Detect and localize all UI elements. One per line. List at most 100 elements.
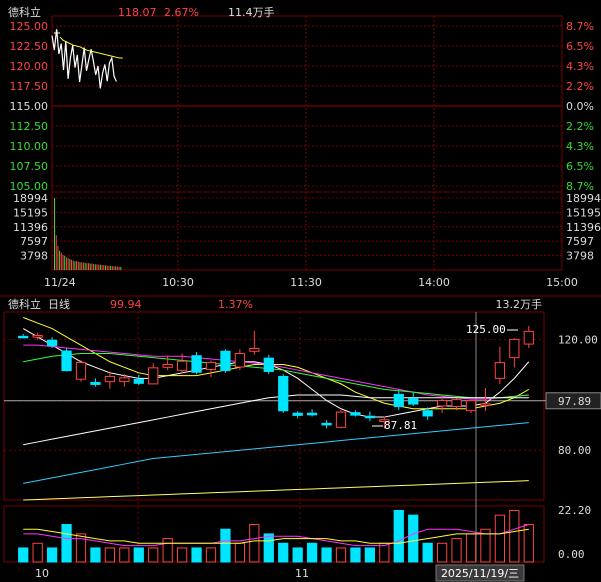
candle-body[interactable]	[480, 403, 491, 406]
daily-month-label: 11	[295, 567, 309, 580]
daily-stock-name: 德科立	[8, 297, 41, 311]
candle-body[interactable]	[32, 335, 43, 338]
daily-volume-bar	[162, 538, 173, 563]
intraday-volume-bar	[59, 250, 61, 270]
candle-body[interactable]	[90, 382, 101, 385]
candle-body[interactable]	[292, 412, 303, 416]
intraday-volume-bar	[81, 262, 83, 270]
intraday-pct-tick: 6.5%	[566, 160, 594, 173]
intraday-pct-tick: 0.0%	[566, 100, 594, 113]
daily-ma30-line	[23, 352, 529, 399]
daily-date-box	[435, 564, 525, 582]
intraday-volume-bar	[94, 264, 96, 270]
candle-body[interactable]	[176, 360, 188, 371]
candle-body[interactable]	[61, 350, 72, 372]
daily-volume-bar	[133, 547, 144, 563]
daily-volume-bar	[46, 547, 58, 563]
candle-body[interactable]	[494, 362, 506, 379]
daily-volume-bar	[18, 547, 29, 563]
intraday-volume-bar	[72, 260, 74, 270]
daily-volume-bar	[306, 542, 318, 563]
daily-price-tick: 97.89	[558, 395, 591, 408]
daily-high-label: 125.00	[466, 323, 506, 336]
daily-frame	[3, 311, 545, 501]
candle-body[interactable]	[465, 400, 477, 412]
candle-body[interactable]	[451, 399, 462, 408]
daily-volume: 13.2万手	[496, 297, 543, 311]
intraday-price-tick: 117.50	[10, 80, 49, 93]
intraday-volume-tick: 7597	[20, 235, 48, 248]
candle-body[interactable]	[408, 398, 419, 405]
intraday-volume-bar	[103, 265, 105, 270]
candle-body[interactable]	[335, 411, 347, 428]
candle-body[interactable]	[104, 375, 116, 383]
intraday-time-tick: 15:00	[546, 276, 578, 289]
daily-volume-bar	[249, 524, 260, 563]
daily-volume-bar	[408, 514, 419, 563]
daily-volume-bar	[90, 547, 101, 563]
candle-body[interactable]	[436, 399, 448, 407]
intraday-volume-bar	[55, 235, 57, 270]
candle-body[interactable]	[75, 362, 87, 380]
intraday-volume-bar	[62, 254, 64, 270]
daily-volume-bar	[104, 547, 116, 563]
candle-body[interactable]	[119, 377, 130, 382]
candle-body[interactable]	[148, 367, 159, 385]
intraday-volume-bar	[79, 262, 81, 270]
daily-month-label: 10	[35, 567, 49, 580]
daily-volume-bar	[75, 533, 87, 563]
candle-body[interactable]	[321, 422, 332, 426]
intraday-volume-bar	[106, 265, 108, 270]
candle-body[interactable]	[263, 357, 274, 372]
intraday-volume-bar	[115, 266, 117, 270]
candle-body[interactable]	[249, 347, 260, 352]
daily-volume-bar	[220, 528, 231, 563]
daily-price-tick: 80.00	[558, 444, 591, 457]
daily-volume-tick: 0.00	[558, 548, 585, 561]
intraday-volume: 11.4万手	[228, 5, 275, 19]
candle-body[interactable]	[46, 339, 58, 347]
daily-volume-bar	[61, 524, 72, 563]
intraday-volume-bar	[98, 264, 100, 270]
intraday-time-tick: 10:30	[162, 276, 194, 289]
candle-body[interactable]	[18, 335, 29, 339]
candle-body[interactable]	[393, 393, 404, 408]
intraday-volume-bar	[120, 266, 122, 270]
daily-volume-bar	[205, 547, 217, 563]
candle-body[interactable]	[306, 412, 318, 416]
intraday-volume-bar	[118, 266, 120, 270]
candle-body[interactable]	[523, 330, 534, 345]
intraday-volume-bar	[111, 266, 113, 270]
candle-body[interactable]	[364, 415, 376, 419]
candle-body[interactable]	[133, 378, 144, 384]
candle-body[interactable]	[509, 338, 520, 359]
daily-ma20-line	[23, 344, 529, 400]
candle-body[interactable]	[278, 375, 289, 412]
intraday-volume-bar	[54, 198, 55, 270]
candle-body[interactable]	[220, 350, 231, 372]
intraday-volume-bar	[108, 265, 110, 270]
candle-body[interactable]	[191, 355, 202, 373]
intraday-volume-tick-right: 15195	[566, 206, 601, 219]
intraday-volume-tick-right: 7597	[566, 235, 594, 248]
daily-volume-bar	[278, 542, 289, 563]
intraday-volume-bar	[71, 259, 72, 270]
candle-body[interactable]	[234, 352, 246, 368]
daily-volume-bar	[119, 547, 130, 563]
intraday-volume-bar	[76, 261, 78, 270]
candle-body[interactable]	[379, 419, 390, 422]
daily-ma60-line	[23, 394, 529, 446]
candle-body[interactable]	[162, 364, 173, 368]
intraday-volume-tick: 11396	[13, 221, 48, 234]
intraday-pct-tick: 2.2%	[566, 80, 594, 93]
daily-ma250-line	[23, 480, 529, 501]
intraday-volume-tick: 3798	[20, 250, 48, 263]
daily-price: 99.94	[110, 298, 142, 311]
intraday-volume-bar	[116, 266, 118, 270]
candle-body[interactable]	[205, 362, 217, 371]
intraday-volume-bar	[69, 259, 71, 270]
candle-body[interactable]	[422, 410, 433, 417]
candle-body[interactable]	[350, 412, 361, 416]
intraday-volume-bar	[113, 266, 115, 270]
intraday-pct-tick: 4.3%	[566, 140, 594, 153]
